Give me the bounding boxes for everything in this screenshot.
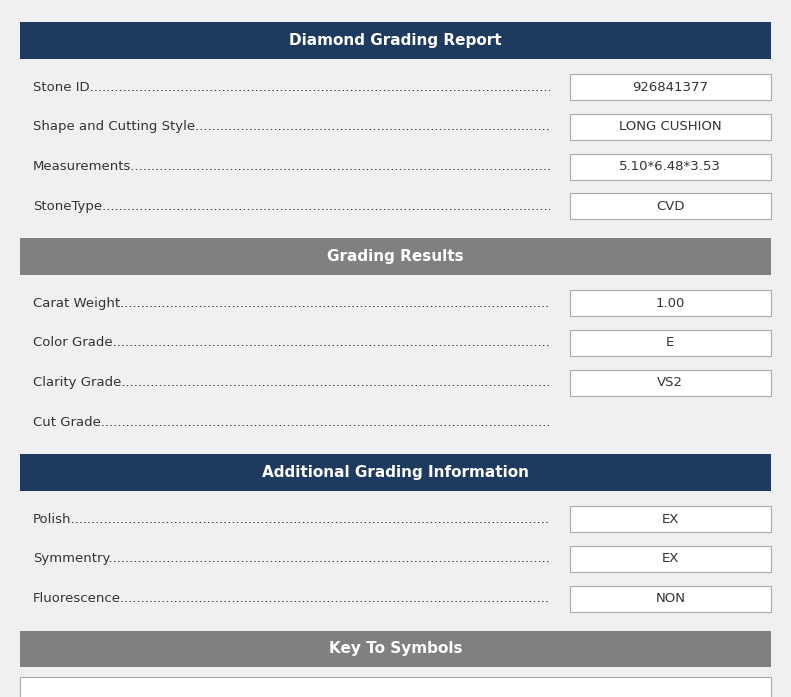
Bar (570, 114, 771, 140)
Text: Measurements....................................................................: Measurements............................… (33, 160, 626, 173)
Bar (550, 323, 791, 363)
Text: EX: EX (662, 553, 679, 565)
Bar (20, 238, 771, 275)
Bar (550, 146, 791, 187)
Text: CVD: CVD (656, 200, 685, 213)
Bar (570, 330, 771, 356)
Text: Symmentry.......................................................................: Symmentry...............................… (33, 553, 604, 565)
Bar (570, 369, 771, 396)
Text: Cut Grade.......................................................................: Cut Grade...............................… (33, 416, 596, 429)
Bar (550, 107, 791, 147)
Text: StoneType.......................................................................: StoneType...............................… (33, 200, 597, 213)
Text: Polish..........................................................................: Polish..................................… (33, 513, 566, 526)
Text: Grading Results: Grading Results (327, 249, 464, 264)
Bar (550, 186, 791, 227)
Bar (550, 499, 791, 539)
Text: 926841377: 926841377 (632, 81, 709, 93)
Text: Key To Symbols: Key To Symbols (329, 641, 462, 657)
Text: E: E (666, 337, 675, 349)
Bar (20, 677, 771, 697)
Bar (570, 193, 771, 220)
Text: VS2: VS2 (657, 376, 683, 389)
Bar (570, 585, 771, 612)
Text: Diamond Grading Report: Diamond Grading Report (290, 33, 501, 48)
Text: 1.00: 1.00 (656, 297, 685, 309)
Bar (570, 290, 771, 316)
Bar (570, 153, 771, 180)
Text: Fluorescence....................................................................: Fluorescence............................… (33, 592, 616, 605)
Text: EX: EX (662, 513, 679, 526)
Bar (550, 283, 791, 323)
Bar (550, 539, 791, 579)
Text: LONG CUSHION: LONG CUSHION (619, 121, 721, 133)
Bar (570, 506, 771, 533)
Text: Shape and Cutting Style.........................................................: Shape and Cutting Style.................… (33, 121, 691, 133)
Text: 5.10*6.48*3.53: 5.10*6.48*3.53 (619, 160, 721, 173)
Bar (570, 546, 771, 572)
Bar (20, 454, 771, 491)
Bar (570, 74, 771, 100)
Text: NON: NON (656, 592, 685, 605)
Bar (550, 579, 791, 619)
Bar (550, 402, 791, 443)
Text: Color Grade.....................................................................: Color Grade.............................… (33, 337, 607, 349)
Bar (20, 631, 771, 667)
Bar (20, 22, 771, 59)
Bar (550, 362, 791, 403)
Text: Additional Grading Information: Additional Grading Information (262, 465, 529, 480)
Text: Stone ID........................................................................: Stone ID................................… (33, 81, 585, 93)
Text: Clarity Grade...................................................................: Clarity Grade...........................… (33, 376, 617, 389)
Bar (550, 67, 791, 107)
Text: Carat Weight....................................................................: Carat Weight............................… (33, 297, 615, 309)
